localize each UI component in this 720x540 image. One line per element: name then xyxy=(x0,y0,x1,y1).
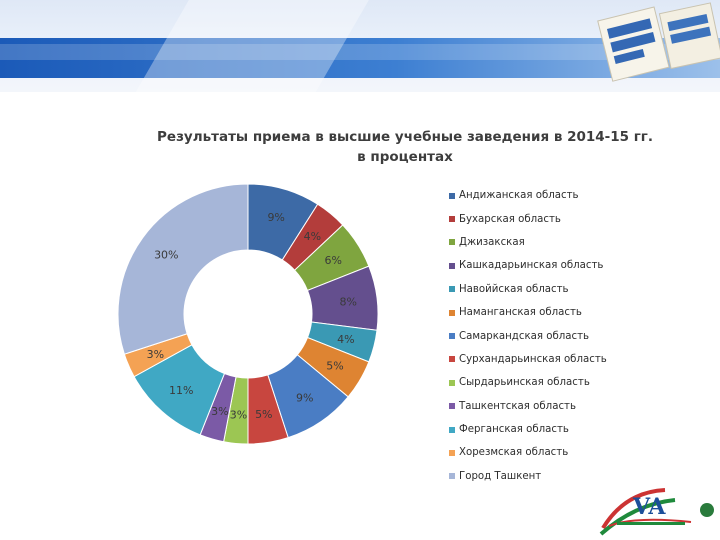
legend-label: Андижанская область xyxy=(459,190,579,202)
legend-swatch xyxy=(449,403,455,410)
legend-label: Самаркандская область xyxy=(459,330,590,342)
legend-label: Ферганская область xyxy=(459,424,569,436)
donut-data-label: 6% xyxy=(325,254,342,267)
chart-legend: Андижанская область Бухарская область Джиз… xyxy=(449,184,689,488)
legend-swatch xyxy=(449,426,455,433)
legend-swatch xyxy=(449,379,455,386)
va-logo: VA xyxy=(599,488,714,536)
donut-data-label: 30% xyxy=(154,249,178,262)
legend-swatch xyxy=(449,309,455,316)
legend-label: Хорезмская область xyxy=(459,447,569,459)
legend-swatch xyxy=(449,239,455,246)
legend-item: Бухарская область xyxy=(449,207,689,230)
legend-swatch xyxy=(449,473,455,480)
legend-swatch xyxy=(449,262,455,269)
donut-data-label: 9% xyxy=(267,211,284,224)
legend-item: Ферганская область xyxy=(449,418,689,441)
legend-label: Кашкадарьинская область xyxy=(459,260,604,272)
legend-item: Самаркандская область xyxy=(449,324,689,347)
legend-label: Бухарская область xyxy=(459,213,561,225)
donut-data-labels: 9%4%6%8%4%5%9%5%3%3%11%3%30% xyxy=(147,211,357,422)
donut-data-label: 3% xyxy=(211,405,228,418)
legend-label: Ташкентская область xyxy=(459,400,576,412)
banner-band xyxy=(0,38,720,78)
legend-swatch xyxy=(449,356,455,363)
legend-label: Сурхандарьинская область xyxy=(459,353,607,365)
chart-title-line: Результаты приема в высшие учебные завед… xyxy=(157,129,653,145)
donut-data-label: 8% xyxy=(339,295,356,308)
legend-swatch xyxy=(449,192,455,199)
donut-data-label: 3% xyxy=(147,348,164,361)
donut-slice xyxy=(117,183,249,355)
donut-data-label: 5% xyxy=(255,408,272,421)
legend-item: Сырдарьинская область xyxy=(449,371,689,394)
legend-item: Андижанская область xyxy=(449,184,689,207)
documents-icon xyxy=(597,2,720,82)
legend-label: Город Ташкент xyxy=(459,470,542,482)
legend-swatch xyxy=(449,333,455,340)
legend-item: Ташкентская область xyxy=(449,395,689,418)
legend-label: Джизакская xyxy=(459,236,525,248)
legend-swatch xyxy=(449,286,455,293)
legend-swatch xyxy=(449,449,455,456)
legend-item: Джизакская xyxy=(449,231,689,254)
legend-item: Хорезмская область xyxy=(449,441,689,464)
chart-subtitle: в процентах xyxy=(357,149,453,165)
donut-data-label: 4% xyxy=(337,333,354,346)
legend-swatch xyxy=(449,216,455,223)
donut-data-label: 4% xyxy=(304,230,321,243)
donut-data-label: 3% xyxy=(230,409,247,422)
legend-item: Город Ташкент xyxy=(449,465,689,488)
header-banner xyxy=(0,0,720,92)
legend-label: Навоййская область xyxy=(459,283,569,295)
donut-data-label: 9% xyxy=(296,392,313,405)
legend-label: Наманганская область xyxy=(459,307,582,319)
donut-data-label: 11% xyxy=(169,384,193,397)
banner-highlight xyxy=(0,44,720,60)
legend-item: Навоййская область xyxy=(449,278,689,301)
svg-text:VA: VA xyxy=(632,494,666,520)
donut-data-label: 5% xyxy=(326,359,343,372)
donut-slices xyxy=(117,183,379,445)
legend-item: Наманганская область xyxy=(449,301,689,324)
chart-title: Результаты приема в высшие учебные завед… xyxy=(130,127,680,167)
legend-label: Сырдарьинская область xyxy=(459,377,590,389)
legend-item: Кашкадарьинская область xyxy=(449,254,689,277)
legend-item: Сурхандарьинская область xyxy=(449,348,689,371)
